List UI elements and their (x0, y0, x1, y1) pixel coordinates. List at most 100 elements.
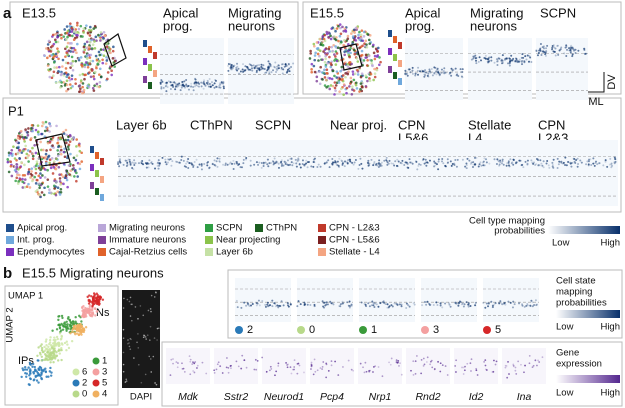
heatmap-dot (501, 303, 503, 305)
dapi-dot (127, 299, 129, 301)
gene-dot (226, 366, 228, 368)
gene-dot (486, 369, 488, 371)
column-label: Layer 6b (116, 117, 167, 132)
umap-dot (98, 73, 101, 76)
umap-dot (360, 76, 363, 79)
state-label: 5 (495, 324, 501, 336)
umap-dot (43, 186, 46, 189)
gene-dot (542, 356, 544, 358)
umap-dot (39, 172, 42, 175)
heatmap-dot (185, 163, 187, 165)
heatmap-dot (424, 69, 426, 71)
heatmap-dot (203, 88, 205, 90)
umap-dot (49, 361, 51, 363)
gene-label: Nrp1 (369, 391, 392, 403)
layer-bar (393, 54, 397, 61)
dapi-dot (147, 334, 149, 336)
gene-dot (287, 366, 289, 368)
heatmap-dot (281, 163, 283, 165)
umap-dot (109, 51, 112, 54)
umap-dot (47, 43, 50, 46)
umap-dot (66, 321, 68, 323)
heatmap-dot (456, 73, 458, 75)
heatmap-dot (163, 87, 165, 89)
umap-dot (361, 54, 364, 57)
umap-dot (62, 183, 65, 186)
umap-dot (319, 83, 322, 86)
umap-dot (64, 55, 67, 58)
umap-dot (45, 338, 47, 340)
dapi-dot (129, 301, 131, 303)
umap-dot (44, 176, 47, 179)
heatmap-dot (564, 164, 566, 166)
umap-dot (59, 332, 61, 334)
umap-dot (52, 361, 54, 363)
gene-dot (181, 362, 183, 364)
umap-dot (17, 168, 20, 171)
heatmap-dot (385, 159, 387, 161)
umap-dot (91, 69, 94, 72)
heatmap-dot (307, 304, 309, 306)
umap-dot (24, 145, 27, 148)
umap-dot (332, 70, 335, 73)
heatmap-dot (545, 47, 547, 49)
heatmap-dot (223, 87, 225, 89)
heatmap-dot (512, 301, 514, 303)
heatmap-dot (551, 162, 553, 164)
umap-dot (110, 69, 113, 72)
heatmap-dot (590, 164, 592, 166)
heatmap-dot (256, 304, 258, 306)
heatmap-dot (223, 85, 225, 87)
umap-dot (19, 149, 22, 152)
umap-dot (66, 186, 69, 189)
heatmap-dot (130, 164, 132, 166)
heatmap-dot (388, 163, 390, 165)
heatmap-dot (296, 166, 298, 168)
umap-dot (45, 162, 48, 165)
heatmap-dot (430, 72, 432, 74)
cluster-marker (93, 358, 100, 365)
dapi-dot (150, 311, 152, 313)
heatmap-dot (225, 163, 227, 165)
dapi-dot (125, 378, 127, 380)
umap-dot (337, 40, 340, 43)
umap-dot (46, 169, 49, 172)
umap-dot (99, 295, 101, 297)
heatmap-dot (594, 162, 596, 164)
heatmap-dot (357, 168, 359, 170)
heatmap-dot (216, 157, 218, 159)
umap-dot (34, 368, 36, 370)
heatmap-dot (577, 158, 579, 160)
umap-dot (317, 53, 320, 56)
heatmap-dot (287, 302, 289, 304)
umap-dot (66, 46, 69, 49)
gene-dot (351, 369, 353, 371)
umap-dot (364, 45, 367, 48)
heatmap-dot (386, 307, 388, 309)
gene-dot (390, 364, 392, 366)
heatmap-dot (265, 162, 267, 164)
heatmap-dot (295, 162, 297, 164)
heatmap-dot (575, 52, 577, 54)
umap-dot (336, 52, 339, 55)
umap-dot (33, 144, 36, 147)
umap-dot (46, 178, 49, 181)
umap-dot (53, 351, 55, 353)
umap-dot (369, 34, 372, 37)
heatmap-dot (307, 161, 309, 163)
umap-dot (87, 32, 90, 35)
umap-dot (98, 54, 101, 57)
umap-dot (328, 31, 331, 34)
dapi-dot (148, 356, 150, 358)
heatmap-dot (539, 50, 541, 52)
umap-dot (103, 54, 106, 57)
heatmap-dot (385, 303, 387, 305)
umap-dot (69, 66, 72, 69)
dapi-dot (148, 310, 150, 312)
umap-dot (323, 69, 326, 72)
heatmap-dot (194, 161, 196, 163)
heatmap-dot (602, 164, 604, 166)
heatmap-dot (291, 161, 293, 163)
heatmap-dot (484, 164, 486, 166)
gene-dot (205, 373, 207, 375)
